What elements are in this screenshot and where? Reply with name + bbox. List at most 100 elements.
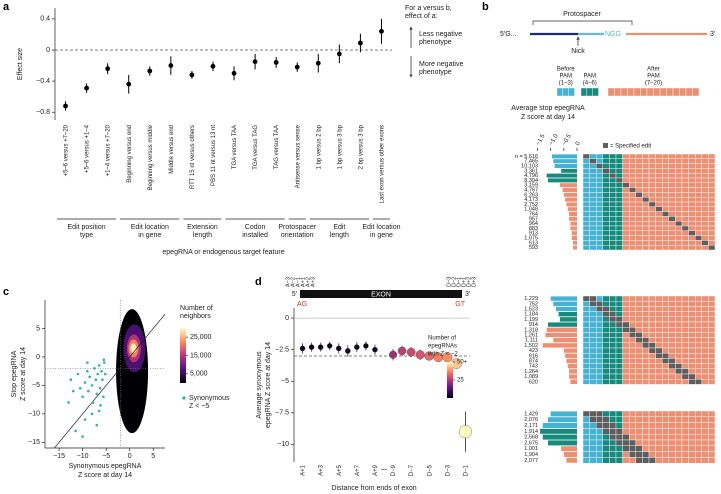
grid-cell [582,153,590,160]
grid-cell [662,347,670,354]
bar [569,369,577,374]
x-tick-label: Antisense versus sense [295,124,301,188]
exon-position: D−3 [446,277,452,287]
region-cell [672,87,680,97]
grid-cell [602,416,610,423]
grid-cell [642,321,650,328]
grid-cell [675,457,683,464]
grid-cell [615,311,623,318]
grid-cell [582,422,590,429]
grid-cell [602,327,610,333]
y-tick-label: 0.4 [40,16,50,23]
grid-cell [668,306,676,312]
n-label: 593 [529,245,538,251]
point [389,350,398,359]
n-label: 1,184 [524,312,538,318]
grid-cell [695,240,703,246]
grid-cell [582,321,590,328]
grid-cell [596,225,604,232]
grid-cell [688,321,696,328]
grid-cell [648,177,656,184]
x-tick-label: A+9 [373,464,379,476]
grid-cell [635,220,643,227]
group-label: Protospacer [278,224,316,231]
group-label: Extension [187,224,218,231]
bar [561,446,577,452]
annotation-up: Less negative [419,31,462,38]
grid-cell [596,353,604,359]
point [459,425,472,439]
grid-cell [615,428,623,435]
grid-cell [701,211,709,217]
grid-cell [655,196,663,203]
grid-cell [655,230,663,236]
grid-cell [648,342,656,349]
grid-cell [648,373,656,380]
grid-cell [589,240,597,246]
grid-cell [681,434,689,441]
grid-cell [609,306,617,312]
grid-cell [655,158,663,164]
region-label: (1–3) [559,81,573,87]
grid-cell [662,187,670,193]
grid-cell [615,353,623,359]
n-label: 874 [529,358,538,364]
grid-cell [668,337,676,344]
region-label: PAM [647,74,660,80]
grid-cell [582,316,590,323]
grid-cell [681,240,689,246]
grid-cell [701,332,709,338]
grid-cell [635,434,643,441]
grid-cell [596,206,604,212]
grid-cell [675,353,683,359]
y-tick-label: −5 [32,382,40,389]
grid-cell [582,182,590,188]
grid-cell [668,235,676,241]
grid-cell [695,220,703,227]
exon-position: D+2 [466,277,472,287]
grid-cell [708,158,716,164]
grid-cell [695,182,703,188]
x-tick-label: D−5 [427,464,433,476]
grid-cell [662,168,670,174]
grid-cell [648,192,656,198]
grid-cell [642,192,650,198]
point [93,367,96,370]
x-tick-label: ... [381,465,387,472]
region-label: (7–20) [645,81,662,87]
region-cell [685,87,693,97]
bar [561,168,577,173]
grid-cell [655,177,663,184]
grid-cell [701,327,709,333]
grid-cell [609,187,617,193]
grid-cell [589,428,597,435]
point [308,344,315,350]
grid-cell [662,410,670,418]
protospacer-label: Protospacer [563,11,601,18]
grid-cell [642,363,650,370]
grid-cell [582,187,590,193]
legend-label: Z < −5 [189,403,209,410]
grid-cell [622,428,630,435]
grid-cell [582,373,590,380]
x-tick-label: A+3 [319,464,325,476]
grid-cell [609,220,617,227]
grid-cell [695,363,703,370]
grid-cell [629,457,637,464]
grid-cell [589,363,597,370]
grid-cell [609,451,617,458]
grid-cell [615,337,623,344]
grid-cell [615,327,623,333]
grid-cell [596,153,604,160]
bar [542,434,577,440]
grid-cell [668,225,676,232]
grid-cell [688,201,696,208]
grid-cell [629,368,637,375]
grid-cell [622,216,630,222]
grid-cell [701,337,709,344]
grid-cell [642,225,650,232]
grid-cell [596,244,604,251]
grid-cell [648,347,656,354]
y-tick-label: −0.8 [36,109,50,116]
grid-cell [708,416,716,423]
